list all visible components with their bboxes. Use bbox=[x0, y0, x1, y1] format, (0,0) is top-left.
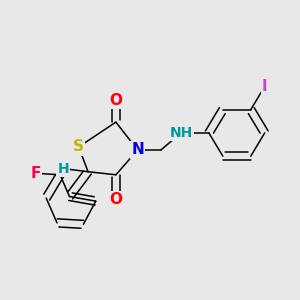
Text: S: S bbox=[73, 140, 84, 154]
Text: O: O bbox=[110, 192, 122, 207]
Text: N: N bbox=[131, 142, 144, 158]
Text: H: H bbox=[57, 162, 69, 176]
Text: NH: NH bbox=[169, 126, 193, 140]
Text: O: O bbox=[110, 93, 122, 108]
Text: F: F bbox=[30, 166, 40, 181]
Text: I: I bbox=[262, 79, 268, 94]
